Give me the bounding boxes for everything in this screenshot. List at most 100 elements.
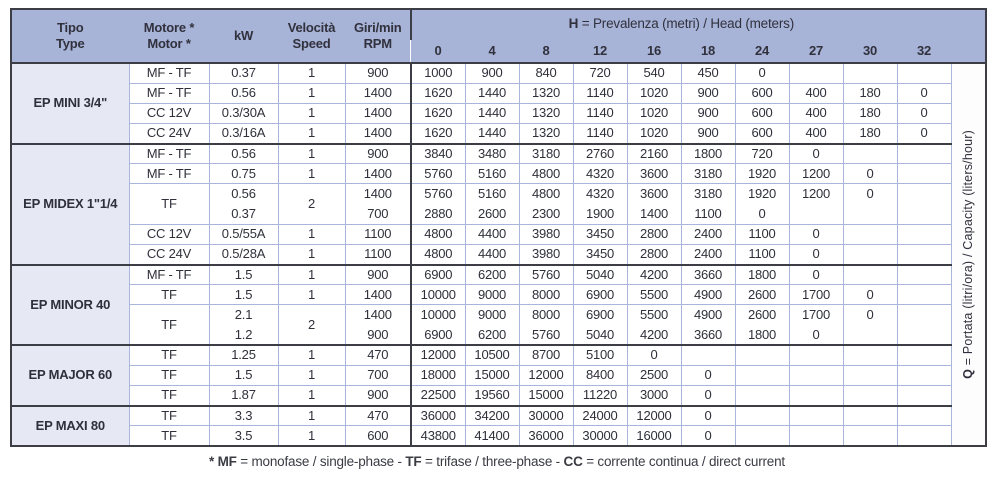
flow-cell: 3450 (572, 243, 627, 265)
flow-cell: 6900 (572, 304, 627, 326)
flow-cell: 180 (842, 102, 897, 124)
table-row: CC 12V 0.5/55A 1 1100 4800 4400 3980 3450 2800 24… (11, 223, 986, 245)
footnote-text: = corrente continua / direct current (582, 454, 785, 469)
kw-cell: 0.56 (208, 82, 278, 104)
footnote-abbrev: * MF (209, 454, 237, 469)
flow-cell: 5500 (626, 284, 681, 305)
flow-cell: 1620 (410, 122, 465, 144)
flow-cell: 1000 (410, 61, 465, 84)
flow-cell: 4800 (518, 183, 573, 205)
flow-cell: 1140 (572, 102, 627, 124)
flow-cell: 180 (842, 122, 897, 144)
flow-cell: 1140 (572, 122, 627, 144)
flow-cell (842, 223, 897, 245)
flow-cell: 3180 (518, 142, 573, 164)
flow-cell: 4200 (626, 325, 681, 346)
rpm-cell: 900 (344, 142, 411, 164)
table-row: TF 3.5 1 600 43800 41400 36000 30000 16000 0 (11, 425, 986, 446)
flow-cell: 0 (734, 61, 789, 84)
footnote-abbrev: TF (405, 454, 422, 469)
flow-cell (896, 204, 952, 225)
flow-cell: 600 (734, 82, 789, 104)
flow-cell: 2600 (734, 284, 789, 305)
flow-cell: 5760 (518, 325, 573, 346)
motor-cell: CC 24V (128, 122, 209, 144)
flow-cell: 1100 (734, 223, 789, 245)
flow-cell: 41400 (464, 425, 519, 446)
flow-cell (788, 61, 843, 84)
flow-cell: 1200 (788, 163, 843, 184)
table-row: CC 12V 0.3/30A 1 1400 1620 1440 1320 1140 1020 90… (11, 102, 986, 124)
flow-cell (896, 223, 952, 245)
rpm-cell: 1400 (344, 183, 411, 205)
flow-cell: 1400 (626, 204, 681, 225)
table-body: EP MINI 3/4" MF - TF 0.37 1 900 1000 900 840 720… (10, 61, 987, 446)
table-row: TF 2.1 2 1400 10000 9000 8000 6900 5500 4900 2600 1… (11, 304, 986, 346)
flow-cell: 1140 (572, 82, 627, 104)
kw-cell: 1.25 (208, 344, 278, 366)
footnote-abbrev: CC (563, 454, 583, 469)
flow-cell (842, 364, 897, 386)
rpm-cell: 900 (344, 325, 411, 346)
flow-cell (734, 364, 789, 386)
flow-cell (734, 384, 789, 406)
flow-cell: 1620 (410, 82, 465, 104)
kw-cell: 0.56 (208, 183, 278, 205)
flow-cell: 180 (842, 82, 897, 104)
speed-cell: 1 (277, 284, 345, 305)
motor-cell: TF (128, 183, 209, 225)
motor-cell: CC 12V (128, 102, 209, 124)
motor-cell: TF (128, 284, 209, 305)
flow-cell: 2400 (680, 243, 735, 265)
table-row: TF 1.87 1 900 22500 19560 15000 11220 3000 0 (11, 384, 986, 406)
flow-cell: 2500 (626, 364, 681, 386)
flow-cell: 600 (734, 122, 789, 144)
table-row: TF 1.5 1 700 18000 15000 12000 8400 2500 0 (11, 364, 986, 386)
flow-cell: 400 (788, 102, 843, 124)
kw-cell: 0.3/16A (208, 122, 278, 144)
head-value: 4 (464, 38, 520, 64)
head-value: 16 (626, 38, 682, 64)
motor-cell: TF (128, 425, 209, 446)
capacity-axis-header-spacer (950, 8, 987, 64)
speed-cell: 2 (277, 183, 345, 225)
flow-cell: 1620 (410, 102, 465, 124)
flow-cell: 4800 (410, 243, 465, 265)
speed-cell: 1 (277, 404, 345, 426)
flow-cell: 900 (680, 102, 735, 124)
kw-cell: 0.37 (208, 204, 278, 225)
flow-cell: 34200 (464, 404, 519, 426)
flow-cell: 720 (734, 142, 789, 164)
kw-cell: 1.2 (208, 325, 278, 346)
motor-cell: TF (128, 344, 209, 366)
flow-cell: 10000 (410, 304, 465, 326)
table-row: CC 24V 0.3/16A 1 1400 1620 1440 1320 1140 1020 90… (11, 122, 986, 144)
rpm-cell: 1400 (344, 304, 411, 326)
table-row: 0.37 700 2880 2600 2300 1900 1400 1100 0 (11, 204, 986, 225)
speed-cell: 2 (277, 304, 345, 346)
kw-cell: 3.3 (208, 404, 278, 426)
flow-cell: 3840 (410, 142, 465, 164)
speed-cell: 1 (277, 61, 345, 84)
table-row: MF - TF 0.56 1 1400 1620 1440 1320 1140 1020 900 6… (11, 82, 986, 104)
flow-cell (896, 344, 952, 366)
motor-cell: TF (128, 384, 209, 406)
footnote-text: = trifase / three-phase - (421, 454, 564, 469)
flow-cell (788, 384, 843, 406)
flow-cell: 18000 (410, 364, 465, 386)
flow-cell: 900 (464, 61, 519, 84)
flow-cell (896, 325, 952, 346)
flow-cell (842, 344, 897, 366)
flow-cell (680, 344, 735, 366)
flow-cell: 6900 (410, 263, 465, 285)
flow-cell: 0 (842, 163, 897, 184)
flow-cell: 4320 (572, 183, 627, 205)
flow-cell: 0 (788, 223, 843, 245)
rpm-cell: 1400 (344, 102, 411, 124)
head-value: 8 (518, 38, 574, 64)
flow-cell: 4200 (626, 263, 681, 285)
flow-cell: 1440 (464, 122, 519, 144)
flow-cell: 6900 (572, 284, 627, 305)
flow-cell: 9000 (464, 304, 519, 326)
